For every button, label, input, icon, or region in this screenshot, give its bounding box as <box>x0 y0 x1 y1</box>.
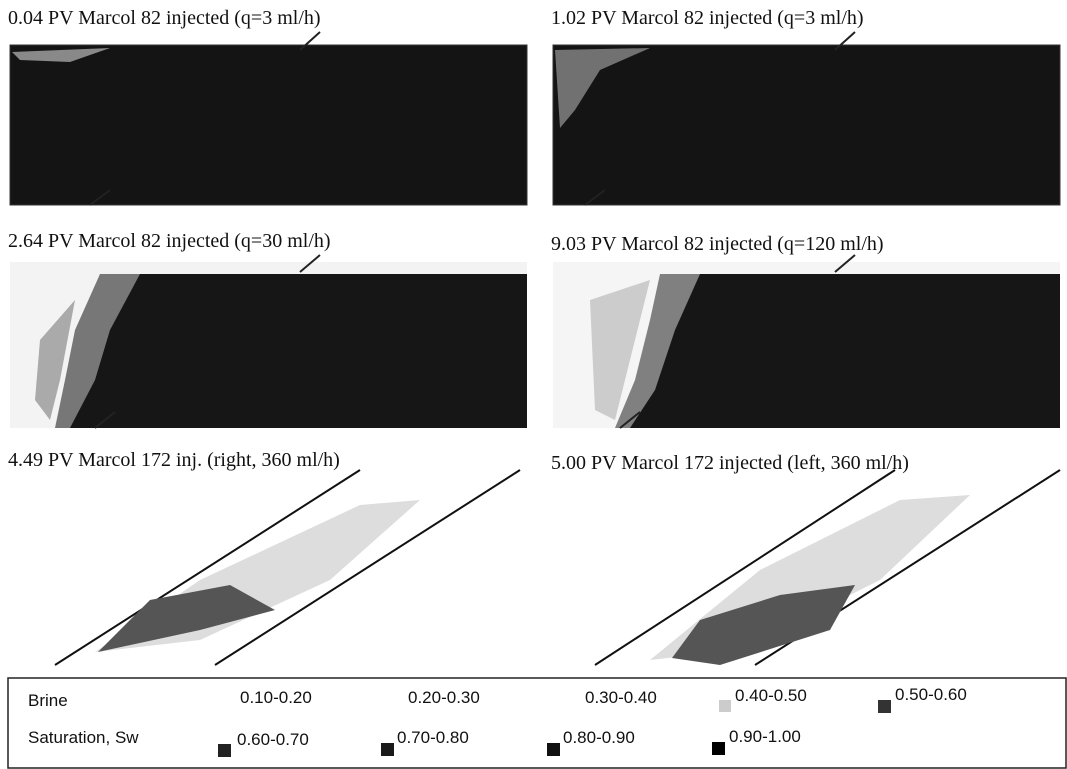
legend-range: 0.40-0.50 <box>735 686 807 705</box>
legend-range: 0.70-0.80 <box>397 728 469 747</box>
legend-range: 0.30-0.40 <box>585 688 657 707</box>
legend-label: Brine <box>28 691 68 710</box>
legend-range: 0.50-0.60 <box>895 685 967 704</box>
legend-range: 0.60-0.70 <box>237 730 309 749</box>
panel-image <box>10 469 527 666</box>
panel-image <box>553 469 1061 666</box>
panel-title: 0.04 PV Marcol 82 injected (q=3 ml/h) <box>8 7 321 29</box>
panel-title: 1.02 PV Marcol 82 injected (q=3 ml/h) <box>551 7 864 29</box>
panel-image <box>9 31 528 206</box>
legend-swatch <box>878 700 891 713</box>
panel-title: 2.64 PV Marcol 82 injected (q=30 ml/h) <box>8 230 331 252</box>
panel-title: 9.03 PV Marcol 82 injected (q=120 ml/h) <box>551 233 884 255</box>
panel-title: 4.49 PV Marcol 172 inj. (right, 360 ml/h… <box>8 449 340 471</box>
panel-title: 5.00 PV Marcol 172 injected (left, 360 m… <box>551 452 909 474</box>
legend-swatch <box>381 743 394 756</box>
legend-range: 0.20-0.30 <box>408 688 480 707</box>
legend-swatch <box>719 700 731 712</box>
legend-range: 0.10-0.20 <box>240 688 312 707</box>
legend-range: 0.90-1.00 <box>729 727 801 746</box>
legend-swatch <box>547 743 560 756</box>
panel-image <box>553 254 1060 429</box>
legend-range: 0.80-0.90 <box>563 728 635 747</box>
legend: Brine Saturation, Sw 0.10-0.20 0.20-0.30… <box>7 677 1067 769</box>
legend-swatch <box>218 744 231 757</box>
legend-label: Saturation, Sw <box>28 728 139 747</box>
legend-swatch <box>712 742 725 755</box>
panel-image <box>552 31 1061 206</box>
panel-image <box>10 254 527 429</box>
